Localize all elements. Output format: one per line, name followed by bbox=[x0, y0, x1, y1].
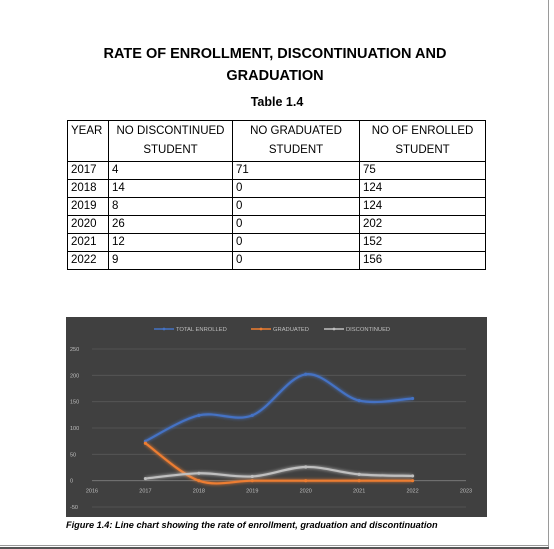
table-cell-discontinued: 8 bbox=[108, 197, 233, 216]
table-cell-discontinued: 9 bbox=[108, 251, 233, 270]
column-header-enrolled: NO OF ENROLLED STUDENT bbox=[359, 120, 486, 162]
data-point bbox=[357, 472, 361, 476]
document-title-line: RATE OF ENROLLMENT, DISCONTINUATION AND bbox=[103, 46, 447, 62]
page-edge bbox=[548, 0, 549, 549]
data-point bbox=[357, 479, 361, 483]
data-point bbox=[143, 441, 148, 445]
data-point bbox=[304, 465, 308, 469]
table-cell-discontinued: 12 bbox=[108, 233, 233, 252]
data-point bbox=[410, 479, 415, 483]
table-cell-enrolled: 75 bbox=[359, 161, 486, 180]
legend-marker bbox=[259, 327, 263, 331]
table-cell-graduated: 0 bbox=[232, 215, 360, 234]
table-cell-year: 2022 bbox=[67, 251, 109, 270]
data-point bbox=[250, 479, 254, 483]
table-cell-year: 2017 bbox=[67, 161, 109, 180]
x-tick-label: 2022 bbox=[406, 489, 418, 495]
data-point bbox=[250, 413, 254, 417]
table-row: 2019 8 0 124 bbox=[67, 197, 486, 216]
table-row: 2020 26 0 202 bbox=[67, 215, 486, 234]
chart-canvas: -50 0 50 100 150 200 250 2016 2017 2018 2019 2020 20… bbox=[70, 327, 472, 511]
table-cell-enrolled: 124 bbox=[359, 179, 486, 198]
legend-label: GRADUATED bbox=[273, 327, 309, 333]
table-cell-discontinued: 4 bbox=[108, 161, 233, 180]
y-tick-label: 250 bbox=[70, 347, 79, 353]
data-point bbox=[357, 399, 361, 403]
table-row: 2022 9 0 156 bbox=[67, 251, 486, 270]
column-header-discontinued: NO DISCONTINUED STUDENT bbox=[108, 120, 233, 162]
y-tick-label: -50 bbox=[70, 505, 78, 511]
table-cell-graduated: 0 bbox=[232, 197, 360, 216]
x-tick-label: 2021 bbox=[353, 489, 365, 495]
series-line-2 bbox=[145, 465, 413, 480]
table-row: 2017 4 71 75 bbox=[67, 161, 486, 180]
table-cell-discontinued: 14 bbox=[108, 179, 233, 198]
line-chart: -50 0 50 100 150 200 250 2016 2017 2018 2019 2020 20… bbox=[66, 317, 487, 517]
table-cell-discontinued: 26 bbox=[108, 215, 233, 234]
table-cell-year: 2019 bbox=[67, 197, 109, 216]
table-cell-year: 2018 bbox=[67, 179, 109, 198]
y-tick-label: 0 bbox=[70, 479, 73, 485]
y-tick-label: 50 bbox=[70, 452, 76, 458]
x-tick-label: 2019 bbox=[246, 489, 258, 495]
table-caption: Table 1.4 bbox=[250, 95, 304, 109]
y-tick-label: 150 bbox=[70, 400, 79, 406]
y-tick-label: 100 bbox=[70, 426, 79, 432]
data-point bbox=[410, 474, 415, 478]
page-edge bbox=[0, 545, 549, 546]
column-header-graduated: NO GRADUATED STUDENT bbox=[232, 120, 360, 162]
data-point bbox=[197, 479, 201, 483]
data-point bbox=[197, 471, 201, 475]
table-cell-graduated: 0 bbox=[232, 233, 360, 252]
table-cell-graduated: 0 bbox=[232, 251, 360, 270]
series-line-0 bbox=[144, 373, 413, 443]
table-row: 2018 14 0 124 bbox=[67, 179, 486, 198]
x-tick-label: 2023 bbox=[460, 489, 472, 495]
table-row: 2021 12 0 152 bbox=[67, 233, 486, 252]
data-table: YEAR NO DISCONTINUED STUDENT NO GRADUATE… bbox=[67, 120, 486, 270]
column-header-year: YEAR bbox=[67, 120, 109, 162]
document-title: RATE OF ENROLLMENT, DISCONTINUATION AND … bbox=[60, 43, 490, 87]
table-cell-enrolled: 152 bbox=[359, 233, 486, 252]
page-edge bbox=[0, 547, 549, 549]
data-point bbox=[143, 476, 148, 481]
series-line-1 bbox=[144, 442, 413, 485]
x-tick-label: 2017 bbox=[139, 489, 151, 495]
table-cell-graduated: 0 bbox=[232, 179, 360, 198]
x-tick-label: 2016 bbox=[86, 489, 98, 495]
data-point bbox=[304, 372, 308, 376]
table-cell-enrolled: 156 bbox=[359, 251, 486, 270]
data-point bbox=[197, 413, 201, 417]
legend-marker bbox=[162, 327, 166, 331]
table-cell-year: 2020 bbox=[67, 215, 109, 234]
legend-label: DISCONTINUED bbox=[346, 327, 390, 333]
table-cell-enrolled: 202 bbox=[359, 215, 486, 234]
legend-label: TOTAL ENROLLED bbox=[176, 327, 227, 333]
table-cell-year: 2021 bbox=[67, 233, 109, 252]
data-point bbox=[304, 479, 308, 483]
data-point bbox=[250, 474, 254, 479]
legend-marker bbox=[332, 327, 336, 331]
data-point bbox=[410, 396, 415, 401]
table-cell-enrolled: 124 bbox=[359, 197, 486, 216]
table-header-row: YEAR NO DISCONTINUED STUDENT NO GRADUATE… bbox=[67, 120, 486, 162]
document-title-line: GRADUATION bbox=[226, 68, 324, 84]
table-cell-graduated: 71 bbox=[232, 161, 360, 180]
x-tick-label: 2018 bbox=[193, 489, 205, 495]
y-tick-label: 200 bbox=[70, 373, 79, 379]
figure-caption: Figure 1.4: Line chart showing the rate … bbox=[66, 520, 438, 530]
x-tick-label: 2020 bbox=[300, 489, 312, 495]
